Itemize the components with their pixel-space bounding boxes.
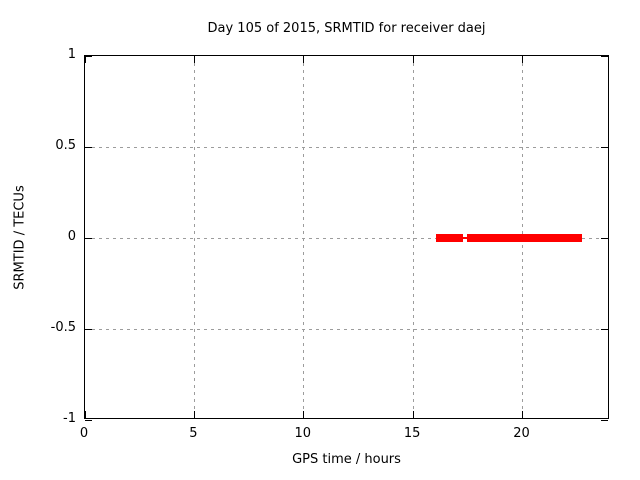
- y-gridline: [85, 328, 608, 330]
- x-tick-label: 10: [294, 426, 312, 441]
- y-tick: [601, 146, 608, 148]
- x-tick-label: 0: [79, 426, 89, 441]
- data-series-segment: [462, 237, 467, 239]
- y-tick: [601, 55, 608, 57]
- y-tick: [601, 328, 608, 330]
- x-tick-label: 5: [189, 426, 198, 441]
- x-tick: [412, 411, 414, 418]
- y-tick: [85, 55, 92, 57]
- data-series-segment: [466, 234, 582, 242]
- data-series-segment: [436, 234, 463, 242]
- y-tick-label: -0.5: [50, 320, 76, 335]
- y-tick: [85, 237, 92, 239]
- y-tick: [85, 419, 92, 421]
- y-tick: [85, 328, 92, 330]
- x-tick-label: 20: [513, 426, 530, 441]
- x-gridline: [412, 56, 414, 418]
- y-gridline: [85, 146, 608, 148]
- x-tick: [522, 56, 523, 63]
- x-tick: [412, 56, 414, 63]
- x-tick: [193, 411, 195, 418]
- y-gridline: [85, 237, 608, 239]
- x-tick: [522, 411, 523, 418]
- x-tick-label: 15: [403, 426, 421, 441]
- x-tick: [84, 56, 86, 63]
- y-tick-label: -1: [63, 411, 76, 426]
- x-gridline: [303, 56, 305, 418]
- y-tick: [85, 146, 92, 148]
- y-tick-label: 0.5: [55, 138, 76, 153]
- y-tick: [601, 237, 608, 239]
- y-tick-label: 0: [67, 229, 76, 244]
- x-axis-label: GPS time / hours: [292, 452, 401, 467]
- x-tick: [303, 56, 305, 63]
- x-gridline: [193, 56, 195, 418]
- y-tick: [601, 419, 608, 421]
- x-tick: [84, 411, 86, 418]
- x-tick: [303, 411, 305, 418]
- plot-area: [84, 55, 609, 421]
- y-tick-label: 1: [67, 47, 76, 62]
- chart-title: Day 105 of 2015, SRMTID for receiver dae…: [207, 21, 486, 36]
- x-tick: [193, 56, 195, 63]
